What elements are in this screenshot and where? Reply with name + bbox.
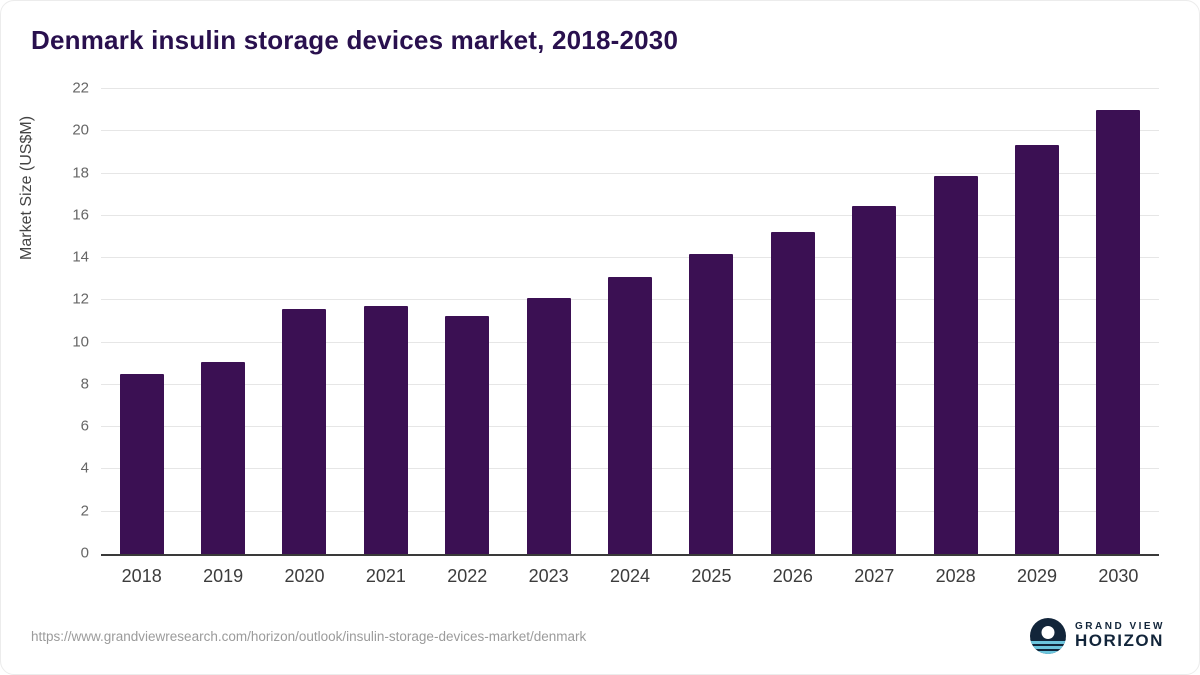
y-tick-label: 2 — [80, 502, 89, 520]
source-url: https://www.grandviewresearch.com/horizo… — [31, 628, 587, 644]
bar-column — [1078, 89, 1159, 554]
x-tick-label: 2018 — [121, 566, 162, 586]
x-tick-label: 2026 — [772, 566, 813, 586]
chart-area: Market Size (US$M) 0 2 4 6 8 10 12 14 16 18 20 22 2… — [18, 80, 1159, 586]
bar-2025 — [689, 253, 734, 554]
gridline: 22 — [72, 80, 1159, 97]
bar-2021 — [363, 305, 408, 554]
plot-area: 0 2 4 6 8 10 12 14 16 18 20 22 — [72, 80, 1159, 562]
x-tick-label: 2023 — [528, 566, 569, 586]
grand-view-horizon-icon — [1030, 618, 1066, 654]
bar-2023 — [526, 298, 571, 554]
y-tick-label: 16 — [72, 206, 89, 224]
bar-2022 — [445, 316, 490, 554]
bar-column — [915, 89, 996, 554]
gridline: 20 — [72, 122, 1159, 139]
bar-2030 — [1096, 110, 1141, 554]
x-axis-labels: 2018 2019 2020 2021 2022 2023 2024 2025 2026 2027… — [101, 566, 1159, 587]
footer: https://www.grandviewresearch.com/horizo… — [31, 618, 1165, 654]
y-tick-label: 22 — [72, 79, 89, 97]
bar-2019 — [201, 361, 246, 554]
x-tick-label: 2019 — [203, 566, 244, 586]
bar-2018 — [119, 374, 164, 554]
bar-2028 — [933, 175, 978, 554]
y-tick-label: 18 — [72, 164, 89, 182]
y-tick-label: 8 — [80, 375, 89, 393]
bar-column — [752, 89, 833, 554]
chart-title: Denmark insulin storage devices market, … — [31, 25, 679, 55]
y-axis-title: Market Size (US$M) — [18, 115, 35, 260]
x-tick-label: 2030 — [1098, 566, 1139, 586]
y-tick-label: 10 — [72, 333, 89, 351]
bar-2024 — [608, 277, 653, 554]
x-tick-label: 2022 — [447, 566, 488, 586]
x-tick-label: 2027 — [854, 566, 895, 586]
y-tick-label: 4 — [80, 459, 89, 477]
gridline: 18 — [72, 164, 1159, 181]
bar-column — [101, 89, 182, 554]
bar-2026 — [770, 231, 815, 554]
bar-column — [589, 89, 670, 554]
y-tick-label: 14 — [72, 248, 89, 266]
x-tick-label: 2025 — [691, 566, 732, 586]
bar-column — [264, 89, 345, 554]
brand-logo: GRAND VIEW HORIZON — [1030, 618, 1165, 654]
bars-container — [101, 89, 1159, 554]
x-tick-label: 2024 — [610, 566, 651, 586]
bar-column — [508, 89, 589, 554]
y-tick-label: 0 — [80, 544, 89, 562]
bar-2029 — [1014, 145, 1059, 554]
x-tick-label: 2020 — [284, 566, 325, 586]
gridline: 14 — [72, 249, 1159, 266]
bar-column — [834, 89, 915, 554]
bar-column — [345, 89, 426, 554]
logo-text-grand-view: GRAND VIEW — [1075, 621, 1165, 633]
bar-column — [996, 89, 1077, 554]
y-tick-label: 20 — [72, 121, 89, 139]
bar-column — [671, 89, 752, 554]
gridline: 16 — [72, 206, 1159, 223]
gridline: 0 — [81, 545, 1159, 562]
bar-2027 — [852, 206, 897, 554]
logo-text: GRAND VIEW HORIZON — [1075, 621, 1165, 651]
bar-column — [427, 89, 508, 554]
y-tick-label: 12 — [72, 290, 89, 308]
logo-text-horizon: HORIZON — [1075, 631, 1164, 651]
y-tick-label: 6 — [80, 417, 89, 435]
x-tick-label: 2021 — [365, 566, 406, 586]
x-tick-label: 2029 — [1016, 566, 1058, 586]
bar-2020 — [282, 308, 327, 554]
x-tick-label: 2028 — [935, 566, 976, 586]
bar-column — [182, 89, 263, 554]
